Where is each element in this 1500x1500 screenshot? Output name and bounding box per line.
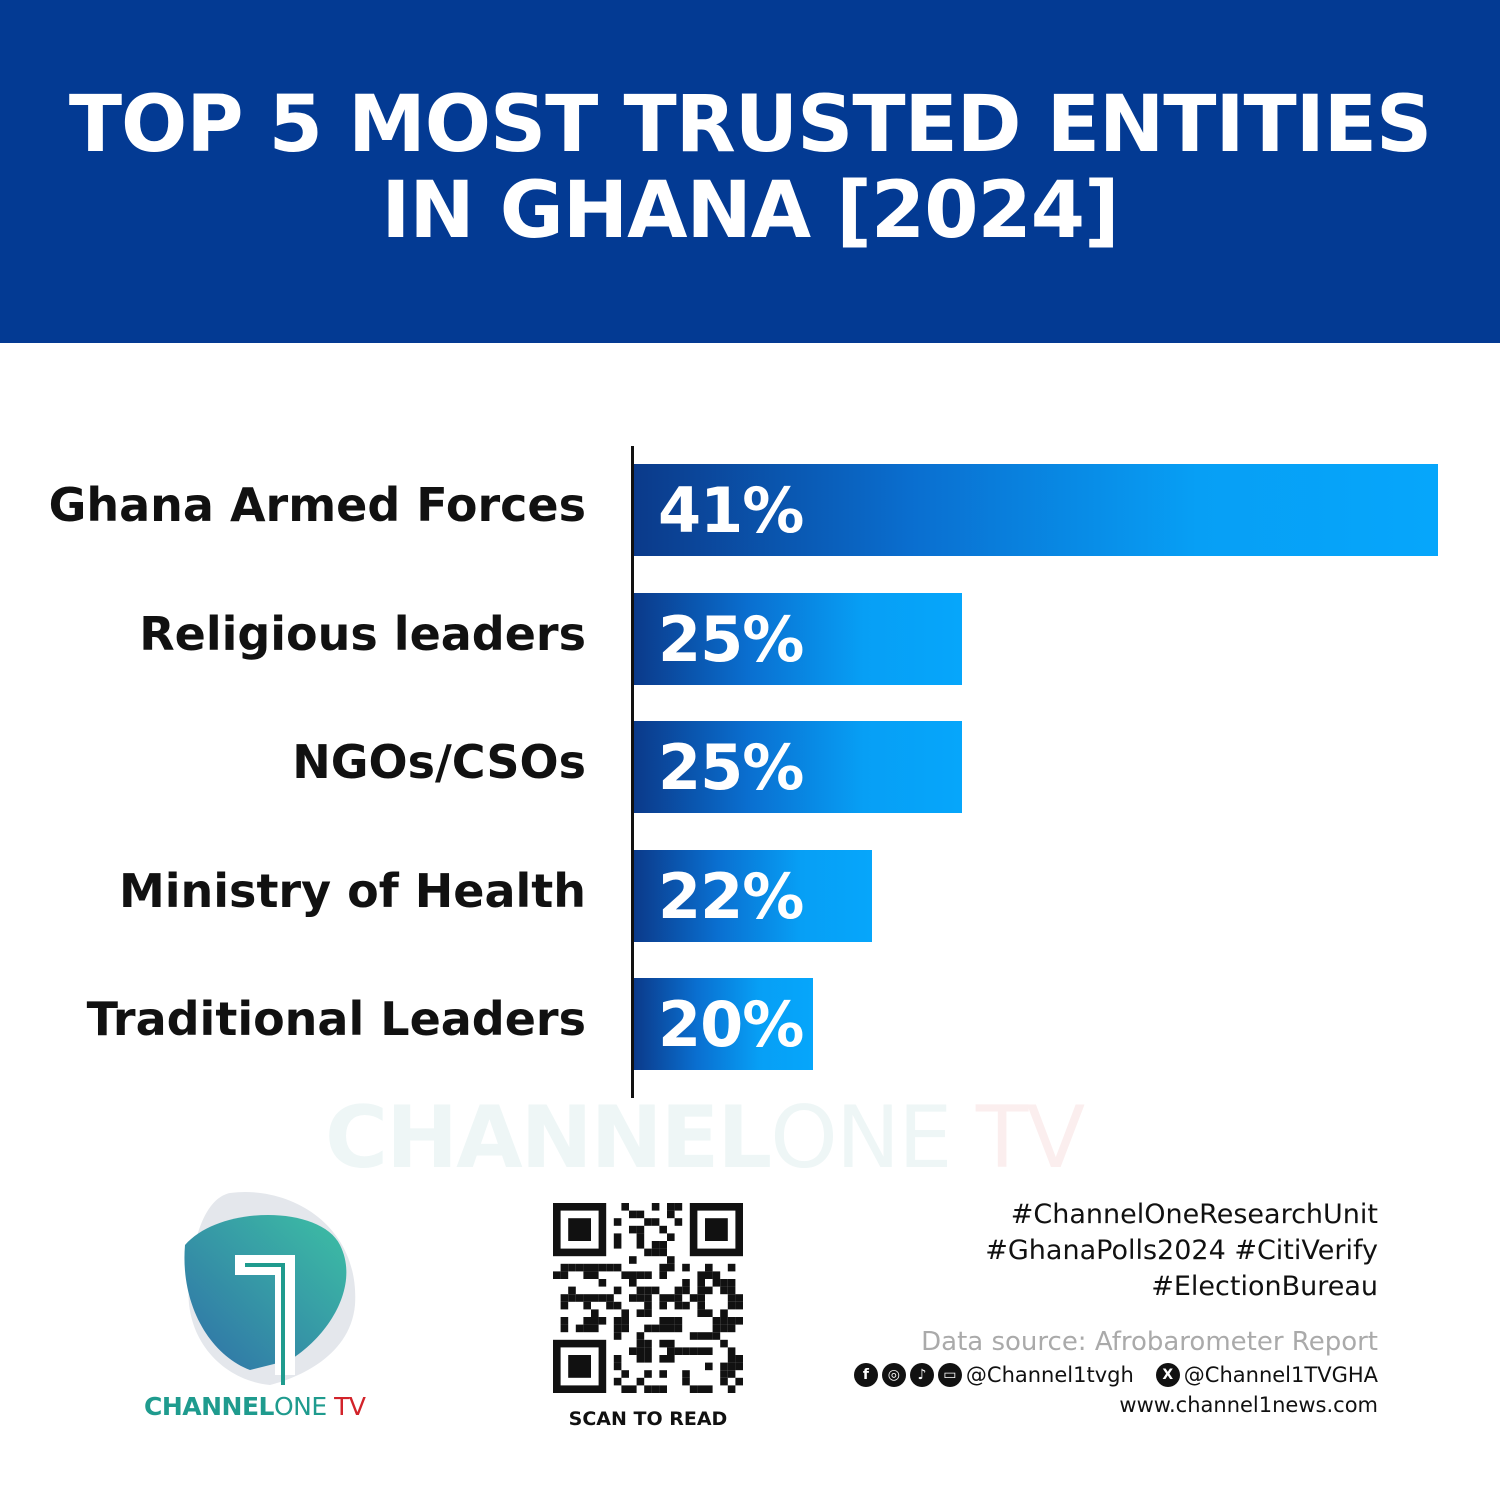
logo-wordmark: CHANNELONE TV [144, 1392, 366, 1421]
youtube-icon[interactable]: ▭ [937, 1363, 962, 1387]
category-label: NGOs/CSOs [292, 735, 586, 789]
hashtag-line: #GhanaPolls2024 #CitiVerify [985, 1235, 1378, 1266]
channel-one-logo-icon [184, 1191, 356, 1385]
y-axis-line [631, 446, 634, 1098]
website-link[interactable]: www.channel1news.com [1119, 1393, 1378, 1417]
bar: 25% [634, 592, 962, 685]
x-twitter-icon[interactable]: X [1155, 1363, 1180, 1387]
category-label: Religious leaders [139, 606, 586, 661]
value-label: 25% [658, 731, 804, 804]
bar: 20% [634, 978, 813, 1070]
instagram-icon[interactable]: ◎ [881, 1363, 906, 1387]
value-label: 20% [658, 988, 804, 1061]
footer-info: #ChannelOneResearchUnit #GhanaPolls2024 … [853, 1197, 1378, 1417]
social-handles: f ◎ ♪ ▭ @Channel1tvgh X @Channel1TVGHA [853, 1363, 1378, 1387]
title-line-2: IN GHANA [2024] [381, 166, 1119, 256]
title-line-1: TOP 5 MOST TRUSTED ENTITIES [68, 80, 1432, 170]
qr-caption: SCAN TO READ [568, 1408, 728, 1430]
tiktok-icon[interactable]: ♪ [909, 1363, 934, 1387]
category-label: Ghana Armed Forces [48, 478, 586, 532]
category-label: Ministry of Health [119, 863, 586, 918]
facebook-icon[interactable]: f [853, 1363, 878, 1387]
bar: 41% [634, 464, 1438, 556]
header-banner: TOP 5 MOST TRUSTED ENTITIES IN GHANA [20… [0, 0, 1500, 343]
watermark: CHANNELONE TV [325, 1088, 1085, 1188]
bar: 22% [634, 849, 873, 942]
value-label: 25% [658, 602, 804, 676]
value-label: 41% [658, 474, 804, 547]
handle-channel1tvgh[interactable]: @Channel1tvgh [965, 1363, 1134, 1387]
hashtag-line: #ElectionBureau [1151, 1271, 1378, 1302]
value-label: 22% [658, 859, 804, 933]
bar: 25% [634, 721, 962, 813]
handle-channel1tvgha[interactable]: @Channel1TVGHA [1183, 1363, 1378, 1387]
hashtag-line: #ChannelOneResearchUnit [1010, 1199, 1378, 1230]
data-source: Data source: Afrobarometer Report [921, 1327, 1378, 1357]
category-label: Traditional Leaders [86, 992, 586, 1046]
qr-code[interactable] [553, 1203, 743, 1393]
